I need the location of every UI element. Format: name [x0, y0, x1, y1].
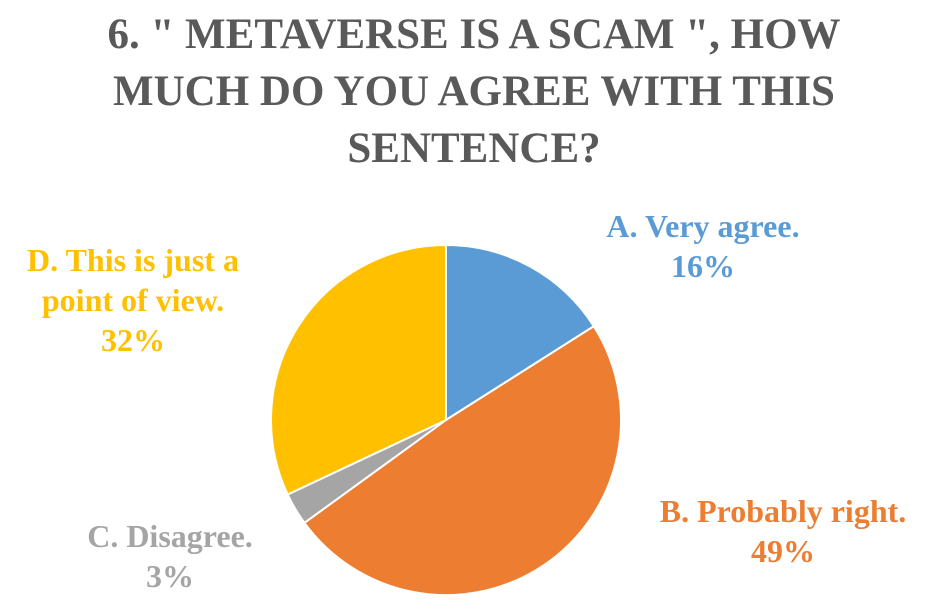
- data-label-b-percent: 49%: [751, 533, 815, 569]
- pie-slice-d: [270, 243, 447, 496]
- data-label-a-name: A. Very agree.: [606, 208, 800, 244]
- data-label-d-name-line-2: point of view.: [41, 282, 225, 318]
- data-label-b: B. Probably right. 49%: [620, 491, 946, 571]
- chart-title-line-1: 6. " METAVERSE IS A SCAM ", HOW: [107, 11, 841, 58]
- pie-slice-a: [445, 243, 596, 422]
- chart-title: 6. " METAVERSE IS A SCAM ", HOW MUCH DO …: [0, 6, 948, 177]
- chart-title-line-2: MUCH DO YOU AGREE WITH THIS: [113, 68, 835, 115]
- data-label-c-name: C. Disagree.: [87, 518, 253, 554]
- data-label-a-percent: 16%: [671, 248, 735, 284]
- data-label-d-name-line-1: D. This is just a: [27, 242, 239, 278]
- data-label-d: D. This is just a point of view. 32%: [0, 240, 266, 360]
- pie-slice-b: [303, 324, 623, 597]
- data-label-c-percent: 3%: [146, 558, 194, 594]
- data-label-a: A. Very agree. 16%: [548, 206, 858, 286]
- data-label-c: C. Disagree. 3%: [45, 516, 295, 596]
- data-label-b-name: B. Probably right.: [659, 493, 907, 529]
- data-label-d-percent: 32%: [101, 322, 165, 358]
- chart-title-line-3: SENTENCE?: [347, 125, 601, 172]
